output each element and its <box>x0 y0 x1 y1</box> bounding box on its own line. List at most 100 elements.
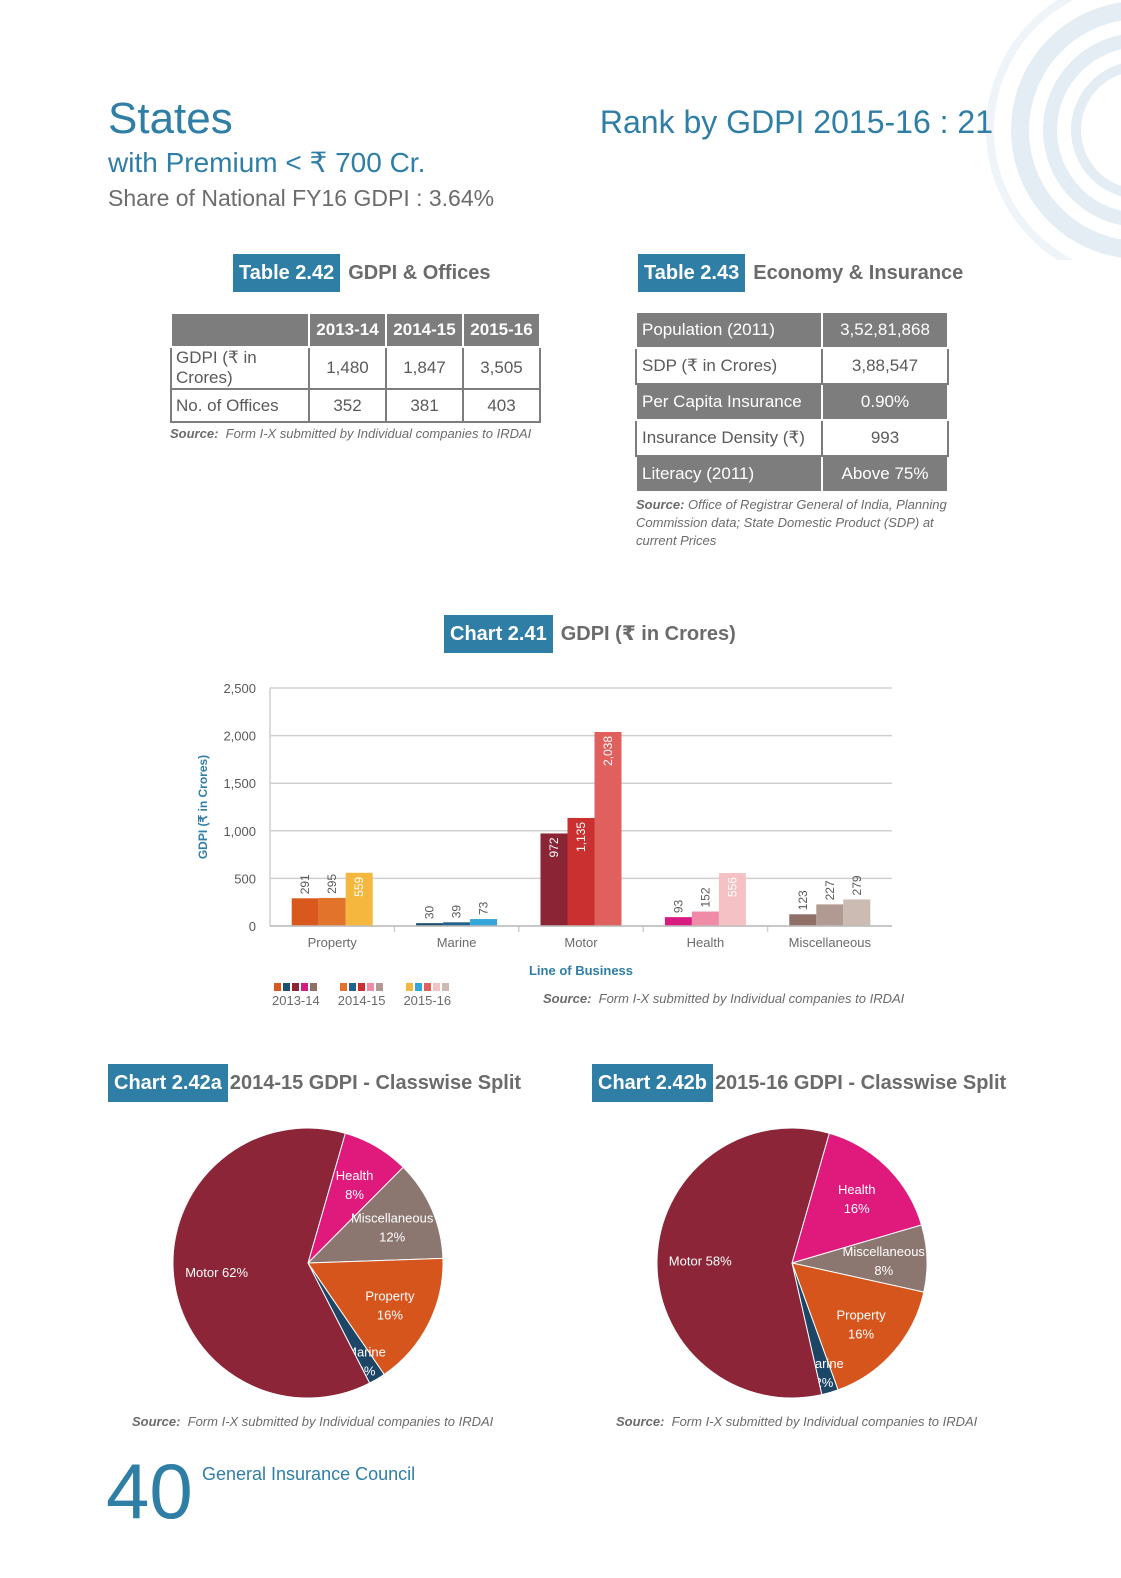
national-share: Share of National FY16 GDPI : 3.64% <box>108 185 495 211</box>
decorative-arcs <box>986 0 1121 260</box>
bar-data-label: 291 <box>298 874 312 894</box>
gdpi-offices-table: 2013-14 2014-15 2015-16 GDPI (₹ in Crore… <box>170 312 541 423</box>
x-tick-label: Health <box>687 935 725 950</box>
table-cell: 3,52,81,868 <box>821 311 949 349</box>
page-subtitle: with Premium < ₹ 700 Cr. <box>108 147 426 178</box>
table-cell: 3,88,547 <box>821 347 949 385</box>
pie-label-pct: 12% <box>379 1229 405 1244</box>
legend-label: 2015-16 <box>403 993 452 1008</box>
pie-slice <box>656 1127 830 1399</box>
pie-slice-label: Health 16% <box>838 1182 876 1216</box>
bar-data-label: 73 <box>477 901 491 915</box>
page-number: 40 <box>106 1447 193 1535</box>
chart-242b-title: 2015-16 GDPI - Classwise Split <box>714 1072 1007 1094</box>
chart-242b-tag: Chart 2.42b <box>592 1064 713 1102</box>
pie-chart-2014-15: Health8%Miscellaneous12%Property16%Marin… <box>172 1127 444 1399</box>
pie-label-name: Health <box>838 1182 876 1197</box>
row-label: Literacy (2011) <box>635 455 823 493</box>
column-header: 2013-14 <box>308 312 387 348</box>
pie-slice-label: Miscellaneous 12% <box>351 1210 434 1244</box>
x-axis-title: Line of Business <box>529 963 633 978</box>
table-row: GDPI (₹ in Crores) 1,480 1,847 3,505 <box>170 346 541 390</box>
source-label: Source: <box>132 1414 181 1429</box>
bar <box>470 919 498 926</box>
y-tick-label: 500 <box>234 871 256 886</box>
table-243-title: Economy & Insurance <box>753 262 964 284</box>
bar <box>789 914 817 926</box>
y-tick-label: 1,500 <box>223 776 256 791</box>
bar-data-label: 972 <box>547 837 561 857</box>
pie-label-pct: 16% <box>848 1327 874 1342</box>
column-header: 2015-16 <box>462 312 541 348</box>
source-text: Form I-X submitted by Individual compani… <box>225 426 532 441</box>
pie-label-pct: 8% <box>874 1263 893 1278</box>
table-cell: 0.90% <box>821 383 949 421</box>
table-cell: 381 <box>385 388 464 423</box>
column-header: 2014-15 <box>385 312 464 348</box>
table-243-source: Source: Office of Registrar General of I… <box>636 496 956 550</box>
economy-insurance-table: Population (2011) 3,52,81,868 SDP (₹ in … <box>635 311 949 493</box>
source-label: Source: <box>170 426 219 441</box>
table-242-tag: Table 2.42 <box>233 254 341 292</box>
bar <box>843 899 871 926</box>
chart-242a-tag: Chart 2.42a <box>108 1064 228 1102</box>
table-cell: Above 75% <box>821 455 949 493</box>
table-row: Population (2011) 3,52,81,868 <box>635 311 949 349</box>
pie-slice-label: Miscellaneous 8% <box>843 1244 926 1278</box>
pie-label-name: Miscellaneous <box>843 1244 926 1259</box>
page-title: States <box>108 94 233 143</box>
y-tick-label: 2,000 <box>223 729 256 744</box>
source-text: Form I-X submitted by Individual compani… <box>187 1414 494 1429</box>
legend-item: 2015-16 <box>403 983 451 1008</box>
row-label: Insurance Density (₹) <box>635 419 823 457</box>
pie-label-pct: 16% <box>844 1201 870 1216</box>
y-tick-label: 0 <box>249 919 256 934</box>
pie-label-pct: 8% <box>345 1187 364 1202</box>
table-row: SDP (₹ in Crores) 3,88,547 <box>635 347 949 385</box>
table-243-tag: Table 2.43 <box>638 254 746 292</box>
legend-item: 2014-15 <box>338 983 385 1008</box>
source-label: Source: <box>636 497 685 512</box>
row-label: Population (2011) <box>635 311 823 349</box>
bar-data-label: 559 <box>352 876 366 896</box>
pie-slice-label: Motor 62% <box>185 1265 248 1280</box>
bar-data-label: 30 <box>423 905 437 919</box>
chart-241-heading: Chart 2.41 GDPI (₹ in Crores) <box>444 615 736 653</box>
pie-label-text: Motor 58% <box>669 1253 732 1268</box>
table-cell: 3,505 <box>462 346 541 390</box>
table-243-heading: Table 2.43 Economy & Insurance <box>638 254 963 292</box>
pie-label-text: Motor 62% <box>185 1265 248 1280</box>
bar-data-label: 2,038 <box>601 736 615 766</box>
table-row: Literacy (2011) Above 75% <box>635 455 949 493</box>
y-tick-label: 2,500 <box>223 681 256 696</box>
bar <box>567 817 595 926</box>
y-tick-label: 1,000 <box>223 824 256 839</box>
bar <box>443 922 471 926</box>
bar-data-label: 295 <box>325 874 339 894</box>
pie-chart-2015-16: Health16%Miscellaneous8%Property16%Marin… <box>656 1127 928 1399</box>
bar <box>594 731 622 926</box>
chart-241-source: Source: Form I-X submitted by Individual… <box>543 991 904 1006</box>
pie-label-name: Health <box>336 1168 374 1183</box>
row-label: No. of Offices <box>170 388 310 423</box>
table-242-title: GDPI & Offices <box>348 262 491 284</box>
x-tick-label: Property <box>308 935 358 950</box>
bar-data-label: 152 <box>698 887 712 907</box>
pie-slice-label: Property 16% <box>836 1308 886 1342</box>
table-cell: 1,480 <box>308 346 387 390</box>
bar <box>718 873 746 926</box>
table-242-source: Source: Form I-X submitted by Individual… <box>170 426 531 441</box>
rank-heading: Rank by GDPI 2015-16 : 21 <box>599 104 993 140</box>
x-tick-label: Miscellaneous <box>789 935 872 950</box>
x-tick-label: Marine <box>437 935 477 950</box>
table-row: Per Capita Insurance 0.90% <box>635 383 949 421</box>
source-text: Form I-X submitted by Individual compani… <box>598 991 905 1006</box>
pie-slice <box>306 1166 444 1264</box>
bar-data-label: 1,135 <box>574 822 588 852</box>
chart-241-tag: Chart 2.41 <box>444 615 553 653</box>
chart-241-legend: 2013-14 2014-15 2015-16 <box>272 983 469 1008</box>
table-row: Insurance Density (₹) 993 <box>635 419 949 457</box>
source-text: Form I-X submitted by Individual compani… <box>671 1414 978 1429</box>
bar <box>664 917 692 926</box>
pie-label-name: Property <box>836 1308 886 1323</box>
